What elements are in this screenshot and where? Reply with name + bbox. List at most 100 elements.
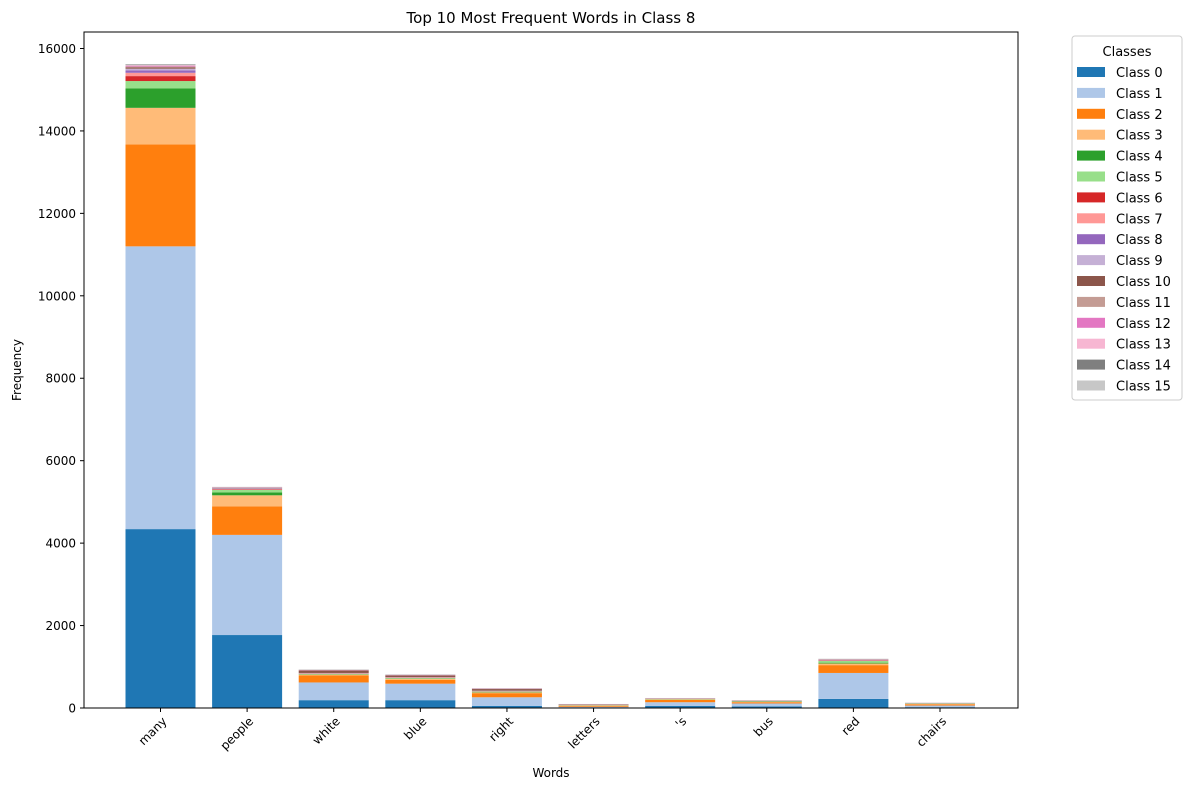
x-tick-label: many — [136, 714, 170, 748]
x-tick-label: right — [486, 714, 516, 744]
legend-label: Class 11 — [1116, 296, 1171, 311]
x-axis-label: Words — [532, 766, 569, 780]
bar-segment — [126, 67, 196, 68]
bar-segment — [126, 73, 196, 76]
legend-swatch — [1077, 213, 1105, 223]
legend-label: Class 9 — [1116, 254, 1163, 269]
legend-swatch — [1077, 339, 1105, 349]
bar-segment — [818, 699, 888, 708]
bar-segment — [559, 707, 629, 708]
bar-segment — [645, 700, 715, 702]
bar-segment — [905, 706, 975, 708]
x-tick-label: people — [218, 714, 257, 753]
bar-segment — [732, 703, 802, 706]
bar-segment — [126, 246, 196, 529]
y-tick-label: 6000 — [45, 454, 76, 468]
x-tick-label: red — [839, 714, 863, 738]
bar-segment — [559, 706, 629, 707]
bar-segment — [818, 661, 888, 663]
y-tick-label: 14000 — [38, 124, 76, 138]
bar-segment — [299, 682, 369, 700]
bar-segment — [472, 697, 542, 706]
bar-segment — [126, 66, 196, 67]
chart-title: Top 10 Most Frequent Words in Class 8 — [406, 9, 696, 27]
bar-segment — [126, 108, 196, 145]
bar-segment — [212, 492, 282, 495]
legend-label: Class 12 — [1116, 317, 1171, 332]
legend-title: Classes — [1103, 45, 1152, 60]
bar-segment — [472, 692, 542, 693]
x-tick-label: 's — [673, 714, 690, 731]
bar-segment — [126, 81, 196, 88]
y-tick-label: 2000 — [45, 619, 76, 633]
legend-label: Class 7 — [1116, 212, 1163, 227]
bar-segment — [385, 680, 455, 684]
bar-segment — [212, 635, 282, 708]
bar-segment — [472, 693, 542, 697]
y-tick-label: 10000 — [38, 289, 76, 303]
legend-swatch — [1077, 381, 1105, 391]
bar-segment — [126, 65, 196, 66]
y-tick-label: 8000 — [45, 372, 76, 386]
x-tick-label: letters — [565, 714, 602, 751]
bar-segment — [126, 529, 196, 708]
bar-segment — [126, 67, 196, 68]
bar-segment — [212, 490, 282, 492]
bar-segment — [472, 689, 542, 691]
bar-segment — [645, 702, 715, 706]
legend-label: Class 15 — [1116, 380, 1171, 395]
bar-segment — [299, 670, 369, 672]
legend-swatch — [1077, 360, 1105, 370]
legend-label: Class 3 — [1116, 129, 1163, 144]
bar-segment — [905, 704, 975, 705]
bar-segment — [385, 700, 455, 708]
legend-swatch — [1077, 88, 1105, 98]
bar-segment — [126, 65, 196, 66]
bar-segment — [126, 88, 196, 107]
bar-segment — [385, 675, 455, 677]
bar-segment — [126, 145, 196, 247]
y-tick-label: 12000 — [38, 207, 76, 221]
bars-layer — [126, 64, 976, 708]
bar-segment — [818, 663, 888, 664]
bar-segment — [212, 535, 282, 635]
y-axis-label: Frequency — [10, 339, 24, 401]
x-tick-label: blue — [401, 714, 429, 742]
legend-label: Class 13 — [1116, 338, 1171, 353]
bar-segment — [126, 69, 196, 71]
y-tick-label: 16000 — [38, 42, 76, 56]
y-tick-label: 4000 — [45, 537, 76, 551]
x-tick-label: bus — [751, 714, 776, 739]
bar-segment — [385, 679, 455, 680]
legend-label: Class 5 — [1116, 171, 1163, 186]
x-tick-label: chairs — [914, 714, 949, 749]
legend-swatch — [1077, 109, 1105, 119]
legend-label: Class 4 — [1116, 150, 1163, 165]
legend-label: Class 14 — [1116, 359, 1171, 374]
legend-swatch — [1077, 255, 1105, 265]
legend-label: Class 0 — [1116, 66, 1163, 81]
legend-swatch — [1077, 276, 1105, 286]
legend-label: Class 10 — [1116, 275, 1171, 290]
bar-segment — [299, 675, 369, 676]
bar-segment — [212, 495, 282, 506]
bar-segment — [299, 700, 369, 708]
bar-segment — [818, 665, 888, 673]
legend-label: Class 8 — [1116, 233, 1163, 248]
legend-swatch — [1077, 192, 1105, 202]
legend-label: Class 6 — [1116, 191, 1163, 206]
legend-swatch — [1077, 297, 1105, 307]
legend-swatch — [1077, 130, 1105, 140]
bar-segment — [385, 684, 455, 700]
legend-swatch — [1077, 172, 1105, 182]
bar-segment — [126, 70, 196, 72]
legend-swatch — [1077, 151, 1105, 161]
bar-segment — [818, 663, 888, 665]
x-tick-label: white — [310, 714, 343, 747]
legend-swatch — [1077, 234, 1105, 244]
bar-segment — [299, 675, 369, 682]
bar-segment — [126, 76, 196, 81]
bar-segment — [818, 673, 888, 699]
